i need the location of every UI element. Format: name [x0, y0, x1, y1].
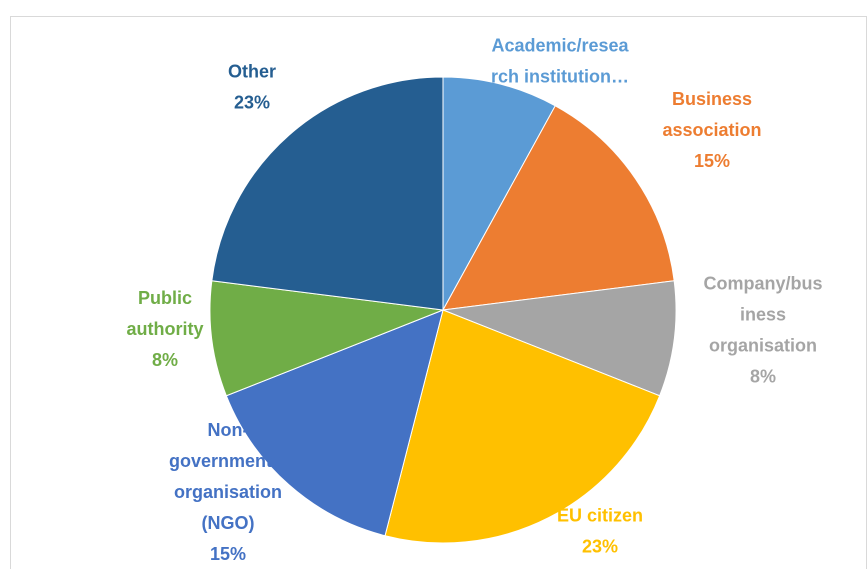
slice-value-label: 15%: [694, 151, 730, 171]
slice-label: Company/bus iness organisation: [703, 273, 822, 355]
pie-slice: [225, 309, 444, 537]
slice-label-line: rch institution…: [491, 66, 629, 86]
slice-label-line: association: [662, 120, 761, 140]
slice-label-line: Academic/resea: [491, 35, 629, 55]
slice-label: Non-governmental organisation (NGO): [169, 420, 287, 533]
slice-label: Other: [228, 61, 276, 81]
slice-label-line: authority: [126, 319, 203, 339]
slice-label-line: Company/bus: [703, 273, 822, 293]
pie-slice: [442, 76, 556, 311]
slice-label: EU citizen: [557, 505, 643, 525]
slice-value-label: 15%: [210, 544, 246, 564]
slice-label-line: Other: [228, 61, 276, 81]
pie-slice: [384, 309, 661, 544]
slice-label-line: organisation: [174, 482, 282, 502]
slice-label: Academic/resea rch institution…: [491, 35, 630, 86]
slice-value-label: 8%: [152, 350, 178, 370]
slice-label-line: Non-: [208, 420, 249, 440]
pie-slice: [442, 280, 677, 397]
slice-label-line: Business: [672, 89, 752, 109]
slice-value-label: 8%: [750, 366, 776, 386]
slice-label: Public authority: [126, 288, 203, 339]
slice-value-label: 23%: [234, 92, 270, 112]
slice-value-label: 23%: [582, 536, 618, 556]
pie-slice: [442, 105, 675, 311]
slice-label-line: organisation: [709, 335, 817, 355]
pie-slice: [211, 76, 444, 311]
slice-label-line: EU citizen: [557, 505, 643, 525]
pie-slice: [209, 280, 444, 397]
slice-label-line: governmental: [169, 451, 287, 471]
slice-label-line: iness: [740, 304, 786, 324]
slice-label-line: Public: [138, 288, 192, 308]
slice-label-line: (NGO): [202, 513, 255, 533]
slice-label: Business association: [662, 89, 761, 140]
